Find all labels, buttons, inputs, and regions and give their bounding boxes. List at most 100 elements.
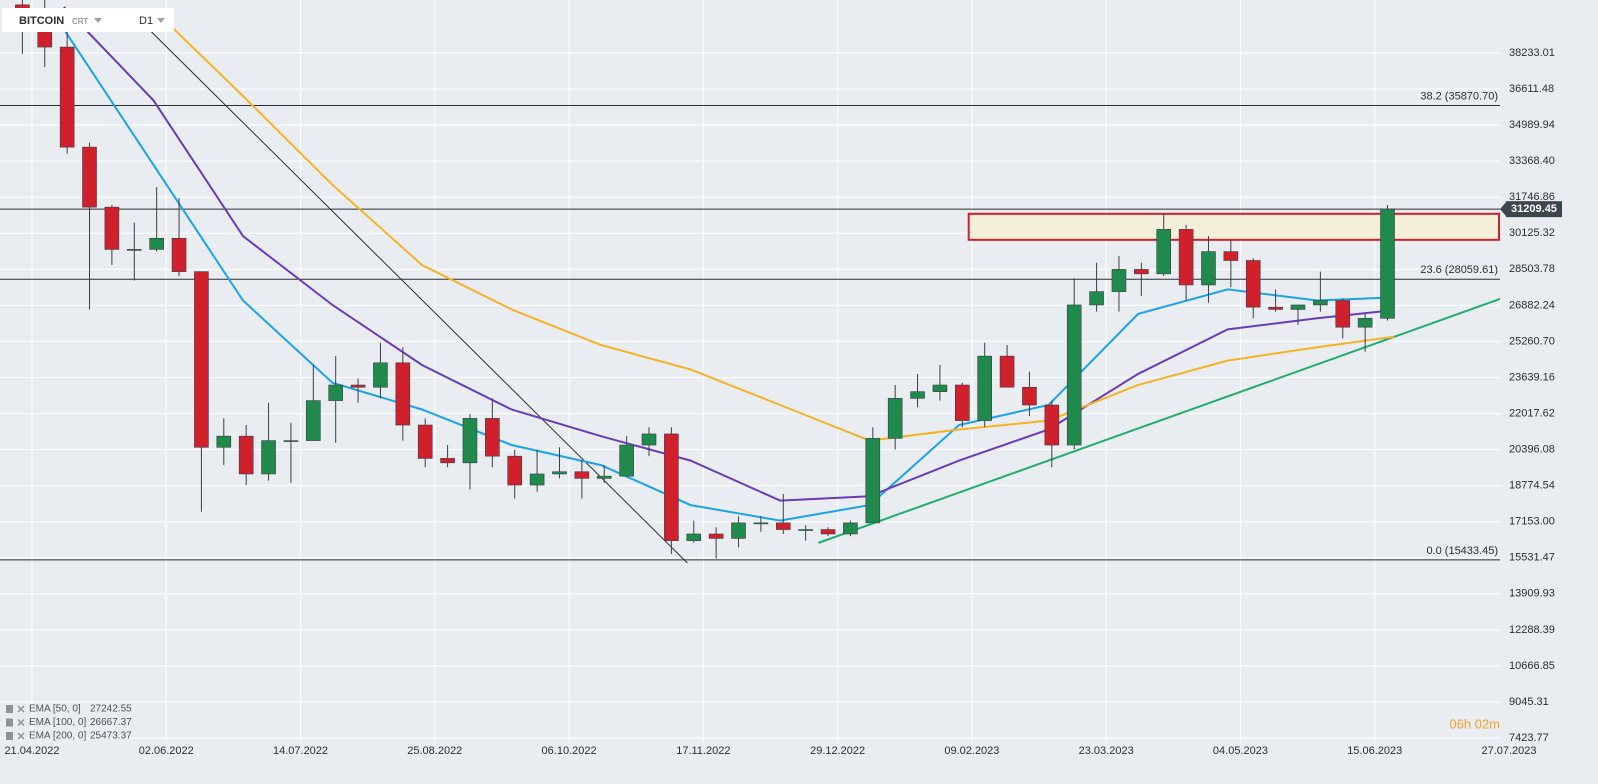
x-tick-label: 21.04.2022 [4, 745, 59, 757]
y-tick-label: 20396.08 [1509, 443, 1555, 455]
legend-remove[interactable] [17, 718, 25, 727]
candle-body [619, 444, 634, 477]
candle-body [1290, 304, 1306, 310]
x-tick-label: 06.10.2022 [542, 745, 597, 757]
candle-body [1022, 386, 1037, 406]
x-tick-label: 04.05.2023 [1213, 745, 1268, 757]
instrument[interactable]: BITCOIN [19, 15, 64, 27]
candle-body [395, 362, 411, 426]
candle-body [104, 206, 120, 250]
y-tick-label: 12288.39 [1509, 624, 1555, 636]
candle-body [708, 533, 724, 539]
y-tick-label: 34989.94 [1509, 119, 1555, 131]
candle-body [664, 433, 679, 541]
candle-body [1066, 304, 1082, 446]
candle-body [686, 533, 702, 541]
legend-icon[interactable] [6, 705, 13, 713]
trendline [818, 297, 1500, 544]
y-tick-label: 38233.01 [1509, 47, 1555, 59]
y-tick-label: 15531.47 [1509, 552, 1555, 564]
candle-body [1111, 269, 1127, 292]
x-tick-label: 17.11.2022 [676, 745, 730, 757]
dropdown-arrow[interactable] [157, 18, 165, 23]
header-box[interactable] [2, 8, 174, 32]
candle-body [507, 455, 523, 486]
price-label: 31209.45 [1511, 203, 1557, 215]
price-tag [1506, 201, 1562, 218]
candle-body [1044, 404, 1060, 446]
candle-body [1380, 208, 1395, 319]
candle-body [1201, 251, 1216, 286]
y-tick-label: 26882.24 [1509, 299, 1555, 311]
resistance-zone [967, 212, 1500, 241]
candle-body [1223, 251, 1239, 261]
candle-body [529, 473, 545, 486]
x-tick-label: 09.02.2023 [944, 745, 999, 757]
fibonacci-label: 0.0 (15433.45) [1426, 545, 1498, 557]
instrument-header[interactable]: BITCOIN CRT D1 [2, 8, 174, 32]
candle-body [216, 435, 232, 448]
candle-body [82, 146, 97, 208]
candle-body [1268, 306, 1283, 310]
timeframe[interactable]: D1 [139, 15, 153, 27]
instrument-tag[interactable]: CRT [72, 17, 88, 26]
candle-body [1134, 269, 1149, 275]
x-tick-label: 25.08.2022 [407, 745, 462, 757]
candle-body [775, 522, 791, 530]
dropdown-arrow[interactable] [94, 18, 102, 23]
legend-value: 25473.37 [90, 731, 132, 742]
legend-icon[interactable] [6, 718, 13, 727]
y-tick-label: 10666.85 [1509, 660, 1555, 672]
candle-body [328, 384, 343, 401]
candle-timer: 06h 02m [1449, 716, 1500, 731]
candle-body [126, 249, 142, 251]
candle-body [261, 440, 276, 475]
y-tick-label: 31746.86 [1509, 191, 1555, 203]
legend-value: 26667.37 [90, 717, 132, 728]
x-tick-label: 14.07.2022 [273, 745, 328, 757]
legend-label: EMA [200, 0] [29, 731, 86, 742]
candle-body [1245, 260, 1261, 308]
legend-remove[interactable] [17, 705, 25, 713]
x-tick-label: 29.12.2022 [810, 745, 865, 757]
y-tick-label: 28503.78 [1509, 263, 1555, 275]
candle-body [1357, 318, 1373, 328]
candle-body [306, 400, 321, 441]
legend-value: 27242.55 [90, 704, 132, 715]
y-tick-label: 17153.00 [1509, 516, 1555, 528]
candle-body [574, 471, 590, 479]
ema-line [152, 8, 1395, 442]
plot-area [0, 0, 1500, 564]
legend-label: EMA [50, 0] [29, 704, 81, 715]
y-tick-label: 33368.40 [1509, 155, 1555, 167]
legend-remove[interactable] [17, 732, 25, 740]
candle-body [283, 440, 299, 442]
legend: EMA [50, 0] 27242.55 EMA [100, 0] 26667.37 E… [6, 704, 132, 742]
axes: 38233.01 36611.48 34989.94 33368.40 31746.86… [4, 47, 1562, 757]
y-tick-label: 22017.62 [1509, 407, 1555, 419]
candle-body [238, 435, 254, 475]
legend-label: EMA [100, 0] [29, 717, 86, 728]
candle-body [440, 458, 455, 464]
candle-body [552, 471, 567, 475]
legend-icon[interactable] [6, 732, 13, 740]
candle-body [417, 424, 433, 459]
y-tick-label: 25260.70 [1509, 335, 1555, 347]
trendline [137, 17, 688, 564]
candle-body [194, 271, 209, 448]
y-tick-label: 18774.54 [1509, 480, 1555, 492]
x-tick-label: 15.06.2023 [1347, 745, 1402, 757]
candle-body [596, 475, 612, 479]
candle-body [798, 529, 813, 531]
candle-body [485, 418, 500, 457]
candle-body [887, 398, 903, 439]
y-tick-label: 7423.77 [1509, 732, 1549, 744]
candle-body [462, 418, 478, 464]
candle-body [932, 384, 948, 392]
ema-line [63, 28, 1394, 522]
candle-body [731, 522, 746, 539]
x-tick-label: 27.07.2023 [1481, 745, 1536, 757]
y-tick-label: 30125.32 [1509, 227, 1555, 239]
x-tick-label: 23.03.2023 [1079, 745, 1134, 757]
